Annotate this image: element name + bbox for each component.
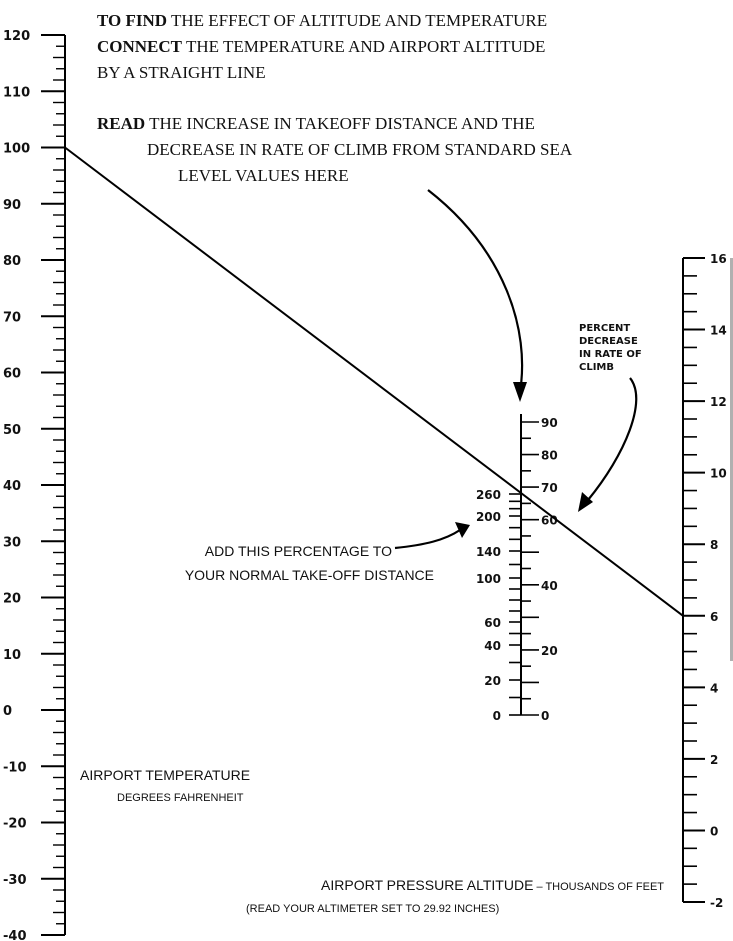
temperature-tick-label: 50 xyxy=(3,423,21,438)
temperature-tick-label: 20 xyxy=(3,592,21,607)
instruction-line-1-text: THE EFFECT OF ALTITUDE AND TEMPERATURE xyxy=(167,11,547,30)
percent-decrease-line-2: DECREASE xyxy=(579,336,638,347)
rate-of-climb-tick-label: 40 xyxy=(541,579,558,593)
add-percentage-arrowhead xyxy=(455,522,470,538)
rate-of-climb-tick-label: 60 xyxy=(541,514,558,528)
altitude-tick-label: 16 xyxy=(710,252,727,266)
temperature-tick-label: 30 xyxy=(3,535,21,550)
takeoff-distance-tick-label: 0 xyxy=(493,709,501,723)
instruction-read: READ xyxy=(97,114,145,133)
altitude-tick-label: -2 xyxy=(710,896,723,910)
instruction-read-text: THE INCREASE IN TAKEOFF DISTANCE AND THE xyxy=(145,114,535,133)
rate-of-climb-tick-label: 0 xyxy=(541,709,549,723)
instruction-line-3: BY A STRAIGHT LINE xyxy=(97,63,266,82)
instruction-read-line-3: LEVEL VALUES HERE xyxy=(178,166,349,185)
altimeter-note: (READ YOUR ALTIMETER SET TO 29.92 INCHES… xyxy=(246,903,499,915)
altitude-tick-label: 6 xyxy=(710,610,718,624)
right-edge-bar xyxy=(730,258,733,661)
altitude-tick-label: 8 xyxy=(710,538,718,552)
rate-of-climb-tick-label: 70 xyxy=(541,481,558,495)
instruction-line-1: TO FIND THE EFFECT OF ALTITUDE AND TEMPE… xyxy=(97,11,547,30)
temperature-tick-label: -20 xyxy=(3,817,27,832)
arrows xyxy=(394,189,638,550)
percent-decrease-line-1: PERCENT xyxy=(579,323,630,334)
temperature-tick-label: -40 xyxy=(3,929,27,941)
pressure-altitude-scale: 16 14 12 10 8 6 4 2 0 -2 xyxy=(682,252,727,910)
percent-decrease-line-3: IN RATE OF xyxy=(579,349,642,360)
add-percentage-line-1: ADD THIS PERCENTAGE TO xyxy=(205,543,392,559)
temperature-tick-label: 60 xyxy=(3,367,21,382)
rate-of-climb-arrow-curve xyxy=(587,377,638,501)
read-here-arrowhead xyxy=(513,382,527,402)
add-percentage-line-2: YOUR NORMAL TAKE-OFF DISTANCE xyxy=(185,567,434,583)
temperature-tick-label: 110 xyxy=(3,85,30,100)
instruction-connect: CONNECT xyxy=(97,37,183,56)
temperature-tick-label: -10 xyxy=(3,760,27,775)
instruction-line-2: CONNECT THE TEMPERATURE AND AIRPORT ALTI… xyxy=(97,37,545,56)
instruction-read-line-1: READ THE INCREASE IN TAKEOFF DISTANCE AN… xyxy=(97,114,535,133)
takeoff-distance-tick-label: 260 xyxy=(476,488,501,502)
temperature-tick-label: 10 xyxy=(3,648,21,663)
altitude-title: AIRPORT PRESSURE ALTITUDE xyxy=(321,877,533,893)
instruction-to-find: TO FIND xyxy=(97,11,167,30)
takeoff-distance-tick-label: 140 xyxy=(476,545,501,559)
takeoff-distance-tick-label: 60 xyxy=(484,616,501,630)
takeoff-distance-tick-label: 40 xyxy=(484,639,501,653)
instruction-read-line-2: DECREASE IN RATE OF CLIMB FROM STANDARD … xyxy=(147,140,573,159)
rate-of-climb-arrowhead xyxy=(578,492,593,512)
altitude-title-block: AIRPORT PRESSURE ALTITUDE – THOUSANDS OF… xyxy=(246,877,664,915)
temperature-tick-label: 70 xyxy=(3,310,21,325)
altitude-title-line: AIRPORT PRESSURE ALTITUDE – THOUSANDS OF… xyxy=(321,877,664,893)
temperature-units: DEGREES FAHRENHEIT xyxy=(117,792,244,804)
add-percentage-arrow-curve xyxy=(394,529,461,550)
altitude-tick-label: 4 xyxy=(710,681,718,695)
temperature-tick-label: 100 xyxy=(3,142,30,157)
temperature-tick-label: 0 xyxy=(3,704,12,719)
altitude-tick-label: 12 xyxy=(710,395,727,409)
altitude-tick-label: 14 xyxy=(710,324,727,338)
instructions: TO FIND THE EFFECT OF ALTITUDE AND TEMPE… xyxy=(97,11,573,185)
takeoff-distance-tick-label: 100 xyxy=(476,572,501,586)
temperature-tick-label: 40 xyxy=(3,479,21,494)
temperature-tick-label: -30 xyxy=(3,873,27,888)
temperature-title: AIRPORT TEMPERATURE xyxy=(80,767,250,783)
temperature-tick-label: 90 xyxy=(3,198,21,213)
percent-decrease-label: PERCENT DECREASE IN RATE OF CLIMB xyxy=(579,323,642,373)
rate-of-climb-tick-label: 80 xyxy=(541,449,558,463)
takeoff-distance-tick-label: 20 xyxy=(484,674,501,688)
altitude-tick-label: 2 xyxy=(710,753,718,767)
percent-decrease-line-4: CLIMB xyxy=(579,362,614,373)
add-percentage-label: ADD THIS PERCENTAGE TO YOUR NORMAL TAKE-… xyxy=(185,543,434,583)
altitude-tick-label: 10 xyxy=(710,467,727,481)
read-here-arrow-curve xyxy=(427,189,524,393)
example-connecting-line xyxy=(64,146,684,617)
rate-of-climb-tick-label: 90 xyxy=(541,416,558,430)
altitude-tick-label: 0 xyxy=(710,824,718,838)
temperature-tick-label: 120 xyxy=(3,29,30,44)
temperature-title-block: AIRPORT TEMPERATURE DEGREES FAHRENHEIT xyxy=(80,767,250,804)
rate-of-climb-tick-label: 20 xyxy=(541,644,558,658)
takeoff-distance-tick-label: 200 xyxy=(476,510,501,524)
instruction-line-2-text: THE TEMPERATURE AND AIRPORT ALTITUDE xyxy=(182,37,545,56)
altitude-units: – THOUSANDS OF FEET xyxy=(533,881,664,893)
temperature-tick-label: 80 xyxy=(3,254,21,269)
